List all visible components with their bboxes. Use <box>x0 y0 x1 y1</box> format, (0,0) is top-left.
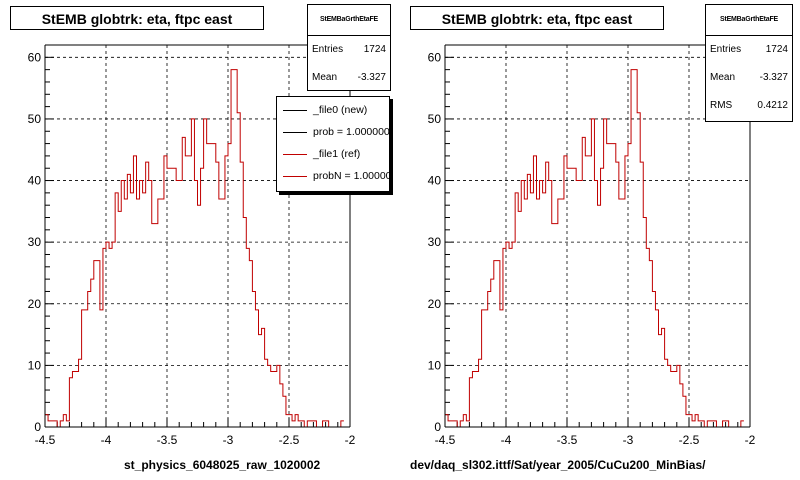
stats-box: StEMBaGrthEtaFE Entries 1724 Mean -3.327… <box>705 4 793 122</box>
x-tick-label: -4 <box>501 433 512 447</box>
chart-title: StEMB globtrk: eta, ftpc east <box>410 6 664 30</box>
left-histogram-plot: -4.5 -4 -3.5 -3 -2.5 -2 0 10 20 30 40 50 60 <box>28 44 356 447</box>
stats-mean-label: Mean <box>312 72 338 83</box>
y-tick-label: 10 <box>428 358 442 372</box>
stats-title: StEMBaGrthEtaFE <box>706 5 792 36</box>
y-tick-label: 0 <box>434 420 441 434</box>
left-panel: -4.5 -4 -3.5 -3 -2.5 -2 0 10 20 30 40 50 60 StEMB gl… <box>10 4 391 472</box>
histogram-series <box>445 69 744 428</box>
y-tick-label: 0 <box>34 420 41 434</box>
stats-entries-label: Entries <box>710 44 742 55</box>
y-tick-label: 40 <box>428 174 442 188</box>
y-tick-label: 30 <box>28 235 42 249</box>
chart-title: StEMB globtrk: eta, ftpc east <box>10 6 264 30</box>
y-tick-label: 30 <box>428 235 442 249</box>
y-tick-label: 10 <box>28 358 42 372</box>
x-tick-label: -4 <box>101 433 112 447</box>
stats-entries-row: Entries 1724 <box>308 36 390 64</box>
stats-rms-row: RMS 0.4212 <box>706 92 792 120</box>
stats-title: StEMBaGrthEtaFE <box>308 5 390 36</box>
x-tick-label: -3 <box>223 433 234 447</box>
x-tick-label: -2.5 <box>279 433 300 447</box>
legend-entry: _file0 (new) <box>277 99 389 121</box>
right-histogram-plot: -4.5 -4 -3.5 -3 -2.5 -2 0 10 20 30 40 50 60 <box>428 44 756 447</box>
stats-entries-value: 1724 <box>765 44 788 55</box>
histogram-series <box>45 69 344 428</box>
legend-swatch <box>283 176 307 177</box>
y-tick-label: 50 <box>28 112 42 126</box>
stats-rms-label: RMS <box>710 100 733 111</box>
stats-entries-row: Entries 1724 <box>706 36 792 64</box>
stats-box: StEMBaGrthEtaFE Entries 1724 Mean -3.327 <box>307 4 391 91</box>
x-tick-label: -3.5 <box>157 433 178 447</box>
x-tick-label: -2 <box>745 433 756 447</box>
x-axis-caption: dev/daq_sl302.ittf/Sat/year_2005/CuCu200… <box>410 458 706 472</box>
legend-entry: prob = 1.000000 <box>277 121 389 143</box>
right-panel: -4.5 -4 -3.5 -3 -2.5 -2 0 10 20 30 40 50 60 StEMB gl… <box>400 0 800 480</box>
legend-swatch <box>283 154 307 155</box>
x-tick-label: -3 <box>623 433 634 447</box>
legend: _file0 (new) prob = 1.000000 _file1 (ref… <box>276 96 390 192</box>
x-tick-label: -4.5 <box>435 433 456 447</box>
x-tick-label: -4.5 <box>35 433 56 447</box>
stats-mean-row: Mean -3.327 <box>706 64 792 92</box>
stats-entries-value: 1724 <box>363 44 386 55</box>
stats-mean-row: Mean -3.327 <box>308 64 390 92</box>
y-tick-label: 40 <box>28 174 42 188</box>
stats-entries-label: Entries <box>312 44 344 55</box>
x-tick-label: -2.5 <box>679 433 700 447</box>
legend-label: _file1 (ref) <box>313 148 361 160</box>
y-tick-label: 20 <box>428 297 442 311</box>
y-tick-label: 20 <box>28 297 42 311</box>
legend-swatch <box>283 132 307 133</box>
stats-mean-label: Mean <box>710 72 736 83</box>
legend-entry: probN = 1.000000 <box>277 165 389 187</box>
legend-label: _file0 (new) <box>313 104 368 116</box>
y-tick-label: 60 <box>428 50 442 64</box>
legend-swatch <box>283 110 307 111</box>
legend-label: probN = 1.000000 <box>313 170 390 182</box>
x-tick-label: -3.5 <box>557 433 578 447</box>
legend-entry: _file1 (ref) <box>277 143 389 165</box>
stats-rms-value: 0.4212 <box>757 100 788 111</box>
stats-mean-value: -3.327 <box>357 72 386 83</box>
x-axis-caption: st_physics_6048025_raw_1020002 <box>124 458 321 472</box>
stats-mean-value: -3.327 <box>759 72 788 83</box>
x-tick-label: -2 <box>345 433 356 447</box>
y-tick-label: 50 <box>428 112 442 126</box>
legend-label: prob = 1.000000 <box>313 126 390 138</box>
y-tick-label: 60 <box>28 50 42 64</box>
